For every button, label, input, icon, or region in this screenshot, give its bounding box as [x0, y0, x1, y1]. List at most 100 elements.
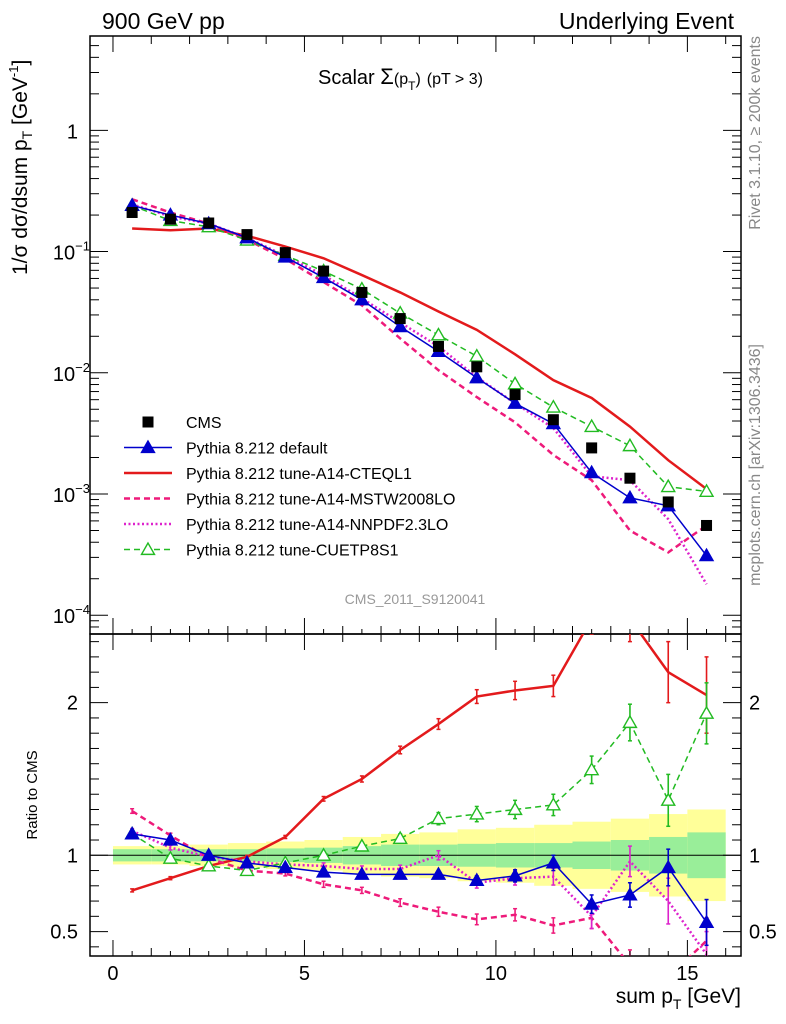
plot-title-paren: (p — [394, 71, 408, 88]
main-point-data — [509, 389, 521, 401]
plot-title-sub: T — [408, 79, 416, 93]
main-line-cuetp8s1 — [131, 204, 707, 493]
main-point-cuetp8s1 — [507, 375, 523, 390]
main-series-layer — [124, 197, 715, 585]
ratio-point-cuetp8s1 — [545, 797, 562, 811]
legend-label: CMS — [186, 415, 222, 432]
main-ytick-label: 10−3 — [53, 481, 90, 507]
main-point-cuetp8s1 — [660, 478, 676, 493]
ratio-point-cuetp8s1 — [315, 847, 332, 861]
main-ylabel-sub: T — [19, 130, 35, 139]
ratio-point-default — [201, 847, 217, 861]
header-right: Underlying Event — [559, 8, 735, 34]
main-ytick-exp: −3 — [75, 481, 90, 496]
main-ytick-exp: −2 — [75, 360, 90, 375]
ratio-point-cuetp8s1 — [239, 862, 255, 877]
legend-item-mstw: Pythia 8.212 tune-A14-MSTW2008LO — [124, 492, 455, 509]
legend-item-default: Pythia 8.212 default — [124, 439, 328, 458]
ratio-line-cteql1 — [131, 634, 708, 892]
legend-item-cuetp8s1: Pythia 8.212 tune-CUETP8S1 — [124, 541, 399, 560]
main-point-cuetp8s1 — [469, 348, 485, 362]
main-ytick-label: 10−1 — [53, 239, 90, 265]
main-point-data — [662, 496, 674, 508]
main-ytick-base: 10 — [53, 485, 75, 507]
main-ytick-label: 10−2 — [53, 360, 90, 386]
main-ylabel-unit: [GeV — [9, 77, 32, 131]
main-point-data — [318, 265, 330, 277]
header-left: 900 GeV pp — [102, 8, 225, 34]
ratio-series-layer — [124, 634, 715, 956]
main-point-data — [547, 414, 559, 426]
ratio-ytick-label: 2 — [67, 693, 78, 715]
main-ylabel-unit-close: ] — [9, 60, 32, 66]
ratio-point-cuetp8s1 — [201, 858, 217, 872]
main-point-data — [126, 206, 138, 218]
rivet-label: Rivet 3.1.10, ≥ 200k events — [747, 36, 764, 230]
ratio-ytick-label: 0.5 — [50, 922, 78, 944]
xaxis-label-prefix: sum p — [616, 985, 673, 1008]
main-point-cuetp8s1 — [622, 437, 638, 452]
ratio-point-cuetp8s1 — [583, 761, 600, 776]
main-point-data — [432, 340, 444, 352]
analysis-label: CMS_2011_S9120041 — [345, 591, 486, 607]
plot-title-paren-close: ) — [415, 71, 420, 88]
main-point-cuetp8s1 — [545, 399, 562, 413]
main-point-cuetp8s1 — [430, 327, 447, 341]
ratio-point-default — [583, 896, 600, 910]
main-ytick-exp: −1 — [75, 239, 90, 254]
ratio-ytick-label: 1 — [67, 845, 78, 867]
ratio-point-default — [545, 854, 562, 869]
main-point-default — [698, 547, 715, 562]
main-point-data — [624, 472, 636, 484]
main-ytick-base: 10 — [53, 364, 75, 386]
ratio-point-cuetp8s1 — [430, 810, 447, 825]
ratio-point-cuetp8s1 — [392, 830, 408, 845]
legend: CMS Pythia 8.212 default Pythia 8.212 tune… — [124, 415, 455, 560]
plot-title-sigma: Σ — [380, 64, 394, 89]
main-point-data — [279, 247, 291, 259]
ratio-panel: 0.5 0.5 1 1 2 2 0 5 10 15 Ratio to CMS sum pT [Ge… — [24, 633, 777, 1012]
main-point-default — [392, 318, 408, 333]
main-point-data — [164, 213, 176, 225]
ratio-point-cuetp8s1 — [354, 838, 370, 852]
legend-label: Pythia 8.212 tune-CUETP8S1 — [186, 543, 399, 560]
legend-swatch-marker — [140, 439, 156, 454]
main-point-default — [354, 291, 370, 306]
main-ylabel-unit-sup: -1 — [6, 66, 21, 78]
main-point-default — [583, 464, 600, 479]
legend-item-nnpdf: Pythia 8.212 tune-A14-NNPDF2.3LO — [124, 517, 448, 534]
main-point-data — [701, 519, 713, 531]
legend-item-cteql1: Pythia 8.212 tune-A14-CTEQL1 — [124, 466, 412, 483]
ratio-point-cuetp8s1 — [698, 705, 715, 719]
legend-label: Pythia 8.212 tune-A14-NNPDF2.3LO — [186, 517, 448, 534]
ratio-ylabel: Ratio to CMS — [24, 750, 41, 839]
main-panel: 110−110−210−310−4 Scalar Σ(pT) (pT > 3) 1… — [6, 35, 742, 635]
ratio-xtick-label: 0 — [107, 963, 118, 985]
ratio-point-cuetp8s1 — [660, 792, 676, 806]
ratio-point-cuetp8s1 — [507, 801, 523, 816]
ratio-ytick-label-right: 0.5 — [749, 922, 777, 944]
main-ytick-base: 1 — [67, 121, 78, 143]
main-point-default — [469, 369, 485, 384]
main-point-data — [586, 442, 598, 454]
ratio-ytick-label-right: 2 — [749, 693, 760, 715]
main-ytick-exp: −4 — [75, 602, 90, 617]
ratio-point-default — [660, 859, 676, 874]
ratio-point-default — [622, 887, 638, 901]
ratio-point-default — [277, 859, 294, 874]
plot-title: Scalar Σ(pT) (pT > 3) — [318, 64, 483, 93]
ratio-point-default — [430, 866, 447, 880]
xaxis-label: sum pT [GeV] — [616, 985, 741, 1012]
ratio-line-mstw — [131, 809, 708, 956]
main-y-ticks: 110−110−210−310−4 — [53, 35, 741, 635]
legend-label: Pythia 8.212 tune-A14-CTEQL1 — [186, 466, 412, 483]
legend-swatch-marker — [140, 541, 156, 556]
ratio-line-cuetp8s1 — [131, 713, 708, 872]
ratio-ticks: 0.5 0.5 1 1 2 2 0 5 10 15 — [50, 634, 777, 985]
ratio-point-cuetp8s1 — [622, 714, 638, 729]
plot-title-cut: (pT > 3) — [427, 71, 483, 88]
ratio-panel-frame — [89, 633, 742, 957]
ratio-xtick-label: 5 — [299, 963, 310, 985]
ratio-point-default — [698, 914, 715, 929]
